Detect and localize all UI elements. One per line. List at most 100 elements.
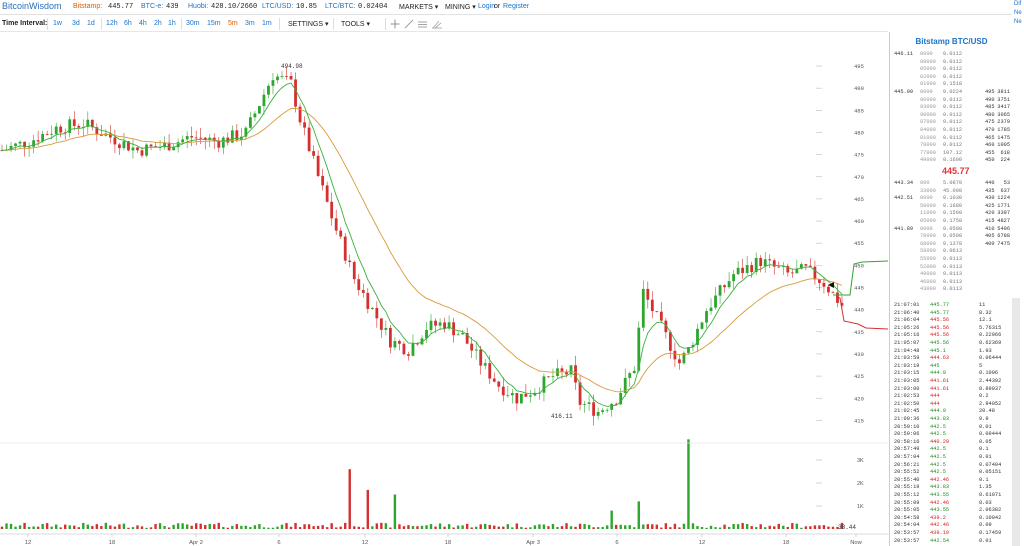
- ask-depth-line: [835, 296, 888, 330]
- volume-bar: [759, 524, 762, 529]
- candle-body: [754, 257, 758, 273]
- volume-bar: [497, 526, 500, 529]
- settings-menu[interactable]: SETTINGS ▾: [288, 21, 329, 28]
- orderbook-row: 68000 0.1370 400 7475: [894, 240, 1010, 248]
- line-tool-icon[interactable]: [404, 19, 414, 29]
- volume-bar: [289, 526, 293, 529]
- ltcbtc-price: 0.02404: [358, 3, 388, 11]
- trade-row: 20:53:57 439.19 0.17459: [894, 529, 1010, 537]
- site-logo[interactable]: BitcoinWisdom: [2, 1, 62, 11]
- volume-bar: [235, 524, 239, 529]
- tools-menu[interactable]: TOOLS ▾: [341, 21, 371, 28]
- candle-body: [407, 354, 410, 356]
- fib-tool-icon[interactable]: [432, 20, 442, 29]
- divider: [101, 18, 102, 30]
- trade-amount: 2.94052: [979, 400, 1002, 407]
- interval-1d[interactable]: 1d: [87, 20, 95, 27]
- trade-price: 445.77: [930, 302, 950, 308]
- edge-link[interactable]: Dif: [1014, 1, 1022, 7]
- ltcusd-label[interactable]: LTC/USD:: [262, 3, 294, 10]
- candle-body: [727, 281, 731, 288]
- huobi-label[interactable]: Huobi:: [188, 3, 209, 10]
- volume-bar: [127, 527, 130, 529]
- volume-bar: [624, 525, 627, 529]
- price-tick-label: 445: [854, 285, 864, 292]
- volume-bar: [222, 526, 225, 529]
- interval-1m[interactable]: 1m: [262, 20, 272, 27]
- orderbook-cell: 443.34: [894, 180, 914, 186]
- btce-label[interactable]: BTC-e:: [141, 3, 164, 10]
- trade-time: 20:55:12: [894, 492, 920, 498]
- interval-1w[interactable]: 1w: [53, 20, 62, 27]
- orderbook-title[interactable]: Bitstamp BTC/USD: [915, 37, 988, 46]
- volume-bar: [700, 526, 704, 529]
- crosshair-icon[interactable]: [390, 19, 400, 29]
- volume-bar: [194, 523, 198, 529]
- interval-6h[interactable]: 6h: [124, 20, 132, 27]
- candle-body: [339, 230, 343, 237]
- volume-bar: [791, 523, 794, 529]
- interval-4h[interactable]: 4h: [139, 20, 147, 27]
- trade-price: 444.63: [930, 355, 950, 362]
- trade-row: 21:00:36 443.83 9.9: [894, 415, 1010, 423]
- interval-3d[interactable]: 3d: [72, 20, 80, 27]
- orderbook-cell: 0.0500: [943, 225, 963, 232]
- trade-row: 20:56:21 442.5 0.07404: [894, 461, 1010, 469]
- trade-amount: 0.07404: [979, 461, 1002, 468]
- interval-15m[interactable]: 15m: [207, 20, 221, 27]
- candle-body: [515, 393, 519, 404]
- interval-30m[interactable]: 30m: [186, 20, 200, 27]
- orderbook-cell: 465: [985, 134, 995, 141]
- volume-bar: [389, 527, 392, 529]
- interval-12h[interactable]: 12h: [106, 20, 118, 27]
- volume-bar: [158, 523, 162, 529]
- candle-body: [465, 333, 469, 344]
- candle-body: [416, 343, 419, 345]
- horizontal-line-icon[interactable]: [418, 21, 427, 28]
- orderbook-cell: 0.0112: [943, 51, 963, 57]
- orderbook-cell: 0.0113: [943, 271, 963, 278]
- mining-menu[interactable]: MINING ▾: [445, 4, 476, 11]
- trade-time: 21:02:45: [894, 408, 920, 415]
- candle-body: [330, 201, 334, 219]
- markets-menu[interactable]: MARKETS ▾: [399, 4, 439, 11]
- volume-bar: [0, 526, 4, 529]
- trade-time: 20:53:57: [894, 530, 920, 536]
- trade-time: 21:02:53: [894, 393, 920, 400]
- orderbook-cell: 96000: [920, 96, 936, 103]
- login-link[interactable]: Login: [478, 3, 496, 10]
- trades-scrollbar[interactable]: [1012, 298, 1020, 546]
- volume-bar: [366, 489, 370, 529]
- candle-body: [637, 327, 641, 371]
- volume-bar: [718, 527, 722, 529]
- candle-body: [113, 137, 117, 145]
- candle-body: [501, 386, 505, 396]
- trade-time: 21:04:48: [894, 347, 920, 354]
- interval-1h[interactable]: 1h: [168, 20, 176, 27]
- trade-time: 20:55:52: [894, 469, 920, 476]
- bitstamp-label[interactable]: Bitstamp:: [73, 3, 103, 10]
- orderbook-cell: 0.0500: [943, 233, 963, 240]
- candle-body: [470, 343, 474, 351]
- trade-amount: 0.03: [979, 499, 992, 506]
- orderbook-cell: 08000: [920, 58, 936, 65]
- interval-2h[interactable]: 2h: [154, 20, 162, 27]
- edge-link[interactable]: Ne: [1014, 19, 1022, 25]
- price-chart[interactable]: 495 490 485 480 475 470 465 460 455 450 445 440 435 4…: [0, 32, 888, 546]
- orderbook-cell: 33000: [920, 187, 936, 194]
- edge-link[interactable]: Ne: [1014, 10, 1022, 16]
- price-tick-label: 415: [854, 417, 864, 424]
- register-link[interactable]: Register: [503, 3, 530, 10]
- candle-body: [248, 117, 252, 128]
- interval-3m[interactable]: 3m: [245, 20, 255, 27]
- candle-body: [321, 175, 325, 186]
- volume-bar: [601, 527, 604, 529]
- volume-bar: [569, 526, 573, 529]
- trade-price: 442.46: [930, 499, 950, 506]
- candle-body: [808, 265, 812, 267]
- volume-bar: [244, 525, 248, 529]
- interval-5m-active[interactable]: 5m: [228, 20, 238, 27]
- volume-bar: [5, 523, 8, 529]
- trade-time: 21:03:59: [894, 355, 920, 362]
- ltcbtc-label[interactable]: LTC/BTC:: [325, 3, 356, 10]
